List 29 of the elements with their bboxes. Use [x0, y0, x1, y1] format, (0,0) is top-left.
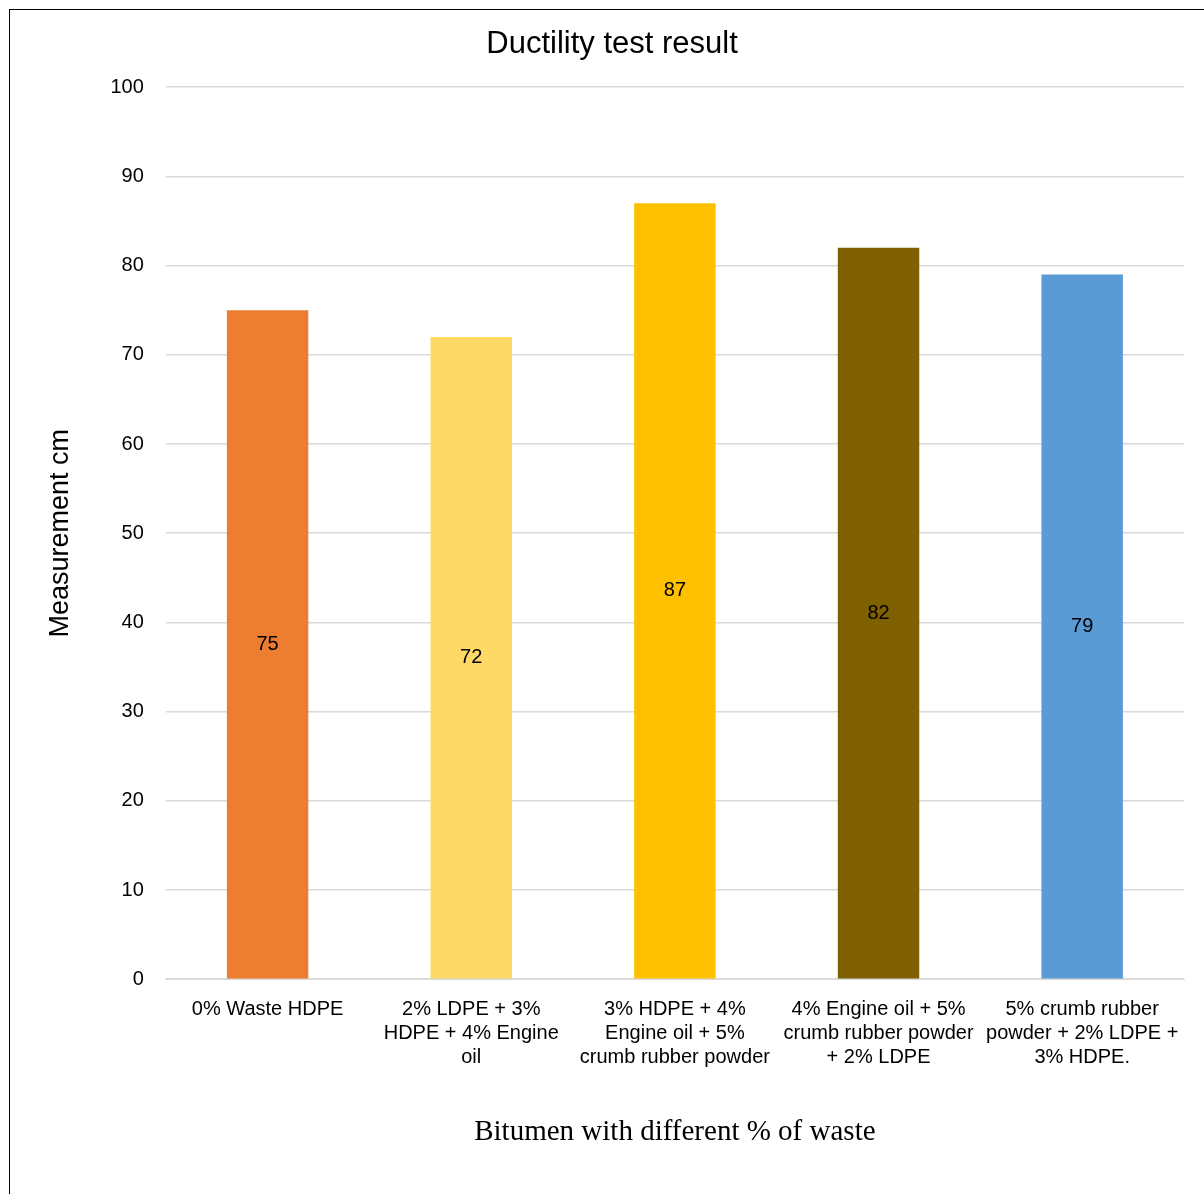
- chart-title: Ductility test result: [486, 25, 739, 61]
- bar: [1041, 274, 1123, 979]
- y-tick-label: 40: [121, 609, 144, 632]
- x-tick-label: 5% crumb rubber powder + 2% LDPE + 3% HDPE.: [986, 996, 1179, 1067]
- bar: [837, 247, 920, 979]
- bar: [430, 336, 512, 979]
- y-tick-label: 30: [121, 699, 144, 722]
- y-tick-label: 100: [110, 74, 144, 97]
- x-axis-title: Bitumen with different % of waste: [474, 1114, 876, 1147]
- y-tick-label: 90: [121, 163, 144, 186]
- x-tick-label: 3% HDPE + 4% Engine oil + 5% crumb rubber powder: [579, 996, 771, 1067]
- data-label: 75: [256, 631, 279, 654]
- x-tick-label: 0% Waste HDPE: [191, 996, 344, 1019]
- y-tick-label: 80: [121, 253, 144, 276]
- data-label: 79: [1071, 614, 1094, 636]
- data-label: 82: [867, 600, 890, 623]
- y-tick-label: 20: [121, 788, 144, 811]
- x-tick-label: 2% LDPE + 3% HDPE + 4% Engine oil: [383, 996, 559, 1067]
- y-tick-label: 0: [132, 966, 144, 989]
- data-label: 87: [663, 578, 687, 601]
- y-tick-label: 50: [121, 520, 144, 543]
- bar: [226, 310, 309, 979]
- x-tick-label: 4% Engine oil + 5% crumb rubber powder + 2% LDPE: [783, 996, 974, 1067]
- data-label: 72: [460, 645, 483, 668]
- bar: [634, 203, 716, 979]
- y-axis-title: Measurement cm: [43, 428, 74, 638]
- y-tick-label: 70: [121, 342, 144, 365]
- y-tick-label: 60: [121, 431, 144, 454]
- y-tick-label: 10: [121, 877, 144, 900]
